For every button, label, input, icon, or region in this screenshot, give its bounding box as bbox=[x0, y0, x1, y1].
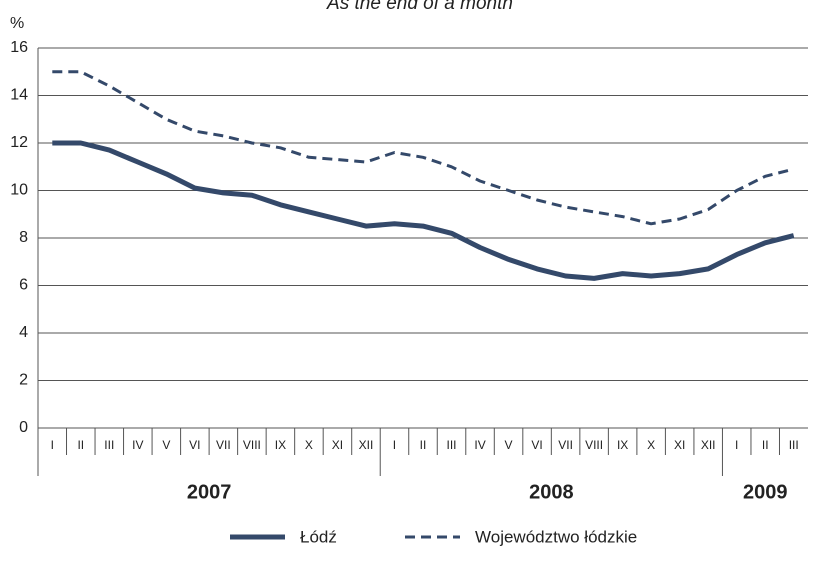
y-tick-label: 0 bbox=[19, 419, 28, 436]
x-tick-label: I bbox=[51, 438, 54, 452]
x-tick-label: XII bbox=[359, 438, 374, 452]
y-tick-label: 8 bbox=[19, 229, 28, 246]
x-tick-label: II bbox=[420, 438, 427, 452]
series-line bbox=[52, 70, 795, 226]
x-tick-label: IX bbox=[275, 438, 286, 452]
x-tick-label: VIII bbox=[243, 438, 261, 452]
x-tick-label: VII bbox=[558, 438, 573, 452]
x-tick-label: V bbox=[505, 438, 513, 452]
x-tick-label: X bbox=[647, 438, 655, 452]
x-tick-label: VIII bbox=[585, 438, 603, 452]
x-tick-label: I bbox=[393, 438, 396, 452]
x-tick-label: X bbox=[305, 438, 313, 452]
y-tick-label: 2 bbox=[19, 372, 28, 389]
y-tick-label: 10 bbox=[10, 182, 28, 199]
x-tick-label: II bbox=[762, 438, 769, 452]
x-tick-label: XI bbox=[332, 438, 343, 452]
series-line bbox=[52, 140, 795, 281]
legend-label: Województwo łódzkie bbox=[475, 527, 637, 546]
x-tick-label: III bbox=[104, 438, 114, 452]
y-axis-label: % bbox=[10, 15, 24, 32]
chart-title: As the end of a month bbox=[326, 0, 513, 14]
x-tick-label: VII bbox=[216, 438, 231, 452]
y-tick-label: 6 bbox=[19, 277, 28, 294]
x-tick-label: V bbox=[162, 438, 170, 452]
legend-label: Łódź bbox=[300, 527, 337, 546]
x-tick-label: IV bbox=[474, 438, 485, 452]
x-tick-label: XII bbox=[701, 438, 716, 452]
x-tick-label: III bbox=[447, 438, 457, 452]
y-tick-label: 12 bbox=[10, 134, 28, 151]
x-tick-label: IX bbox=[617, 438, 628, 452]
x-group-label: 2009 bbox=[743, 481, 788, 503]
x-tick-label: VI bbox=[531, 438, 542, 452]
x-tick-label: XI bbox=[674, 438, 685, 452]
x-tick-label: III bbox=[789, 438, 799, 452]
x-group-label: 2008 bbox=[529, 481, 574, 503]
x-tick-label: VI bbox=[189, 438, 200, 452]
x-tick-label: IV bbox=[132, 438, 143, 452]
y-tick-label: 16 bbox=[10, 39, 28, 56]
x-group-label: 2007 bbox=[187, 481, 232, 503]
y-tick-label: 14 bbox=[10, 87, 28, 104]
x-tick-label: I bbox=[735, 438, 738, 452]
y-tick-label: 4 bbox=[19, 324, 28, 341]
x-tick-label: II bbox=[77, 438, 84, 452]
